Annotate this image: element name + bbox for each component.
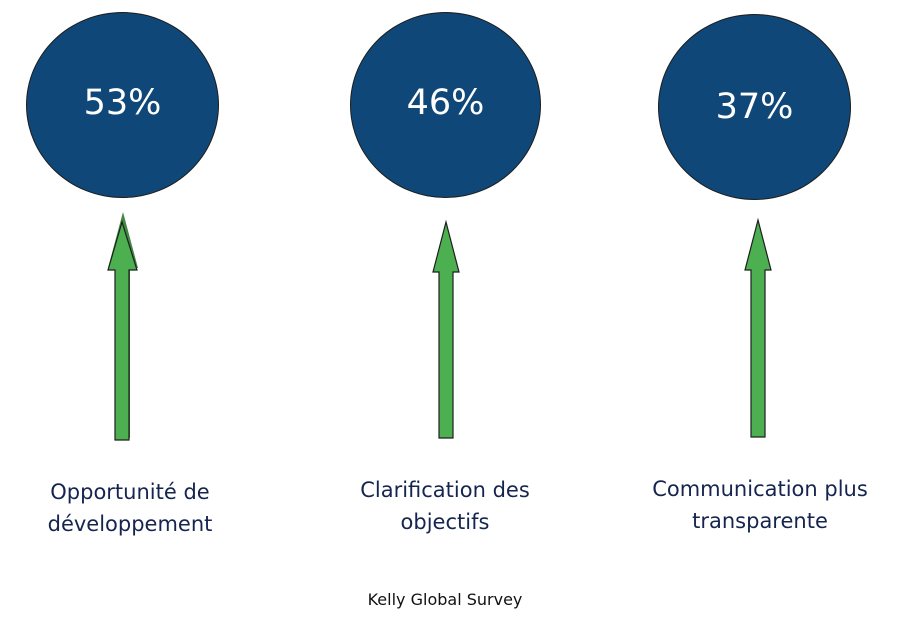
source-caption: Kelly Global Survey — [367, 590, 523, 609]
percent-circle: 37% — [658, 14, 851, 200]
percent-value: 37% — [715, 87, 794, 127]
percent-circle: 53% — [26, 12, 219, 198]
item-label-line: développement — [47, 512, 213, 536]
item-label-line: objectifs — [400, 510, 490, 534]
up-arrow-icon — [107, 212, 138, 441]
percent-value: 46% — [406, 83, 485, 123]
item-label: Clarification des objectifs — [325, 474, 565, 538]
item-label-line: Opportunité de — [50, 480, 210, 504]
up-arrow-icon — [744, 217, 772, 438]
item-label-line: Communication plus — [652, 477, 868, 501]
item-label-line: Clarification des — [360, 478, 530, 502]
up-arrow-icon — [432, 219, 460, 439]
item-label: Communication plus transparente — [630, 473, 890, 537]
item-label: Opportunité de développement — [10, 476, 250, 540]
percent-circle: 46% — [350, 12, 541, 198]
percent-value: 53% — [83, 83, 162, 123]
item-label-line: transparente — [692, 509, 828, 533]
